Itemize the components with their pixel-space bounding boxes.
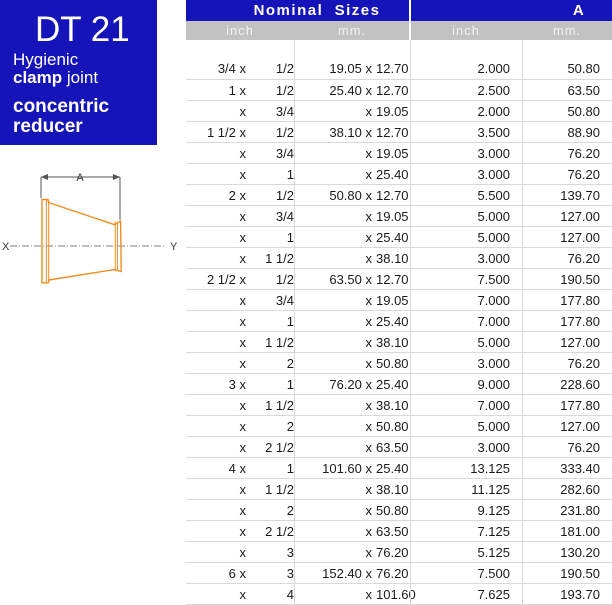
svg-text:Y: Y [170,241,178,253]
svg-text:X: X [2,241,10,253]
svg-text:A: A [76,172,84,184]
